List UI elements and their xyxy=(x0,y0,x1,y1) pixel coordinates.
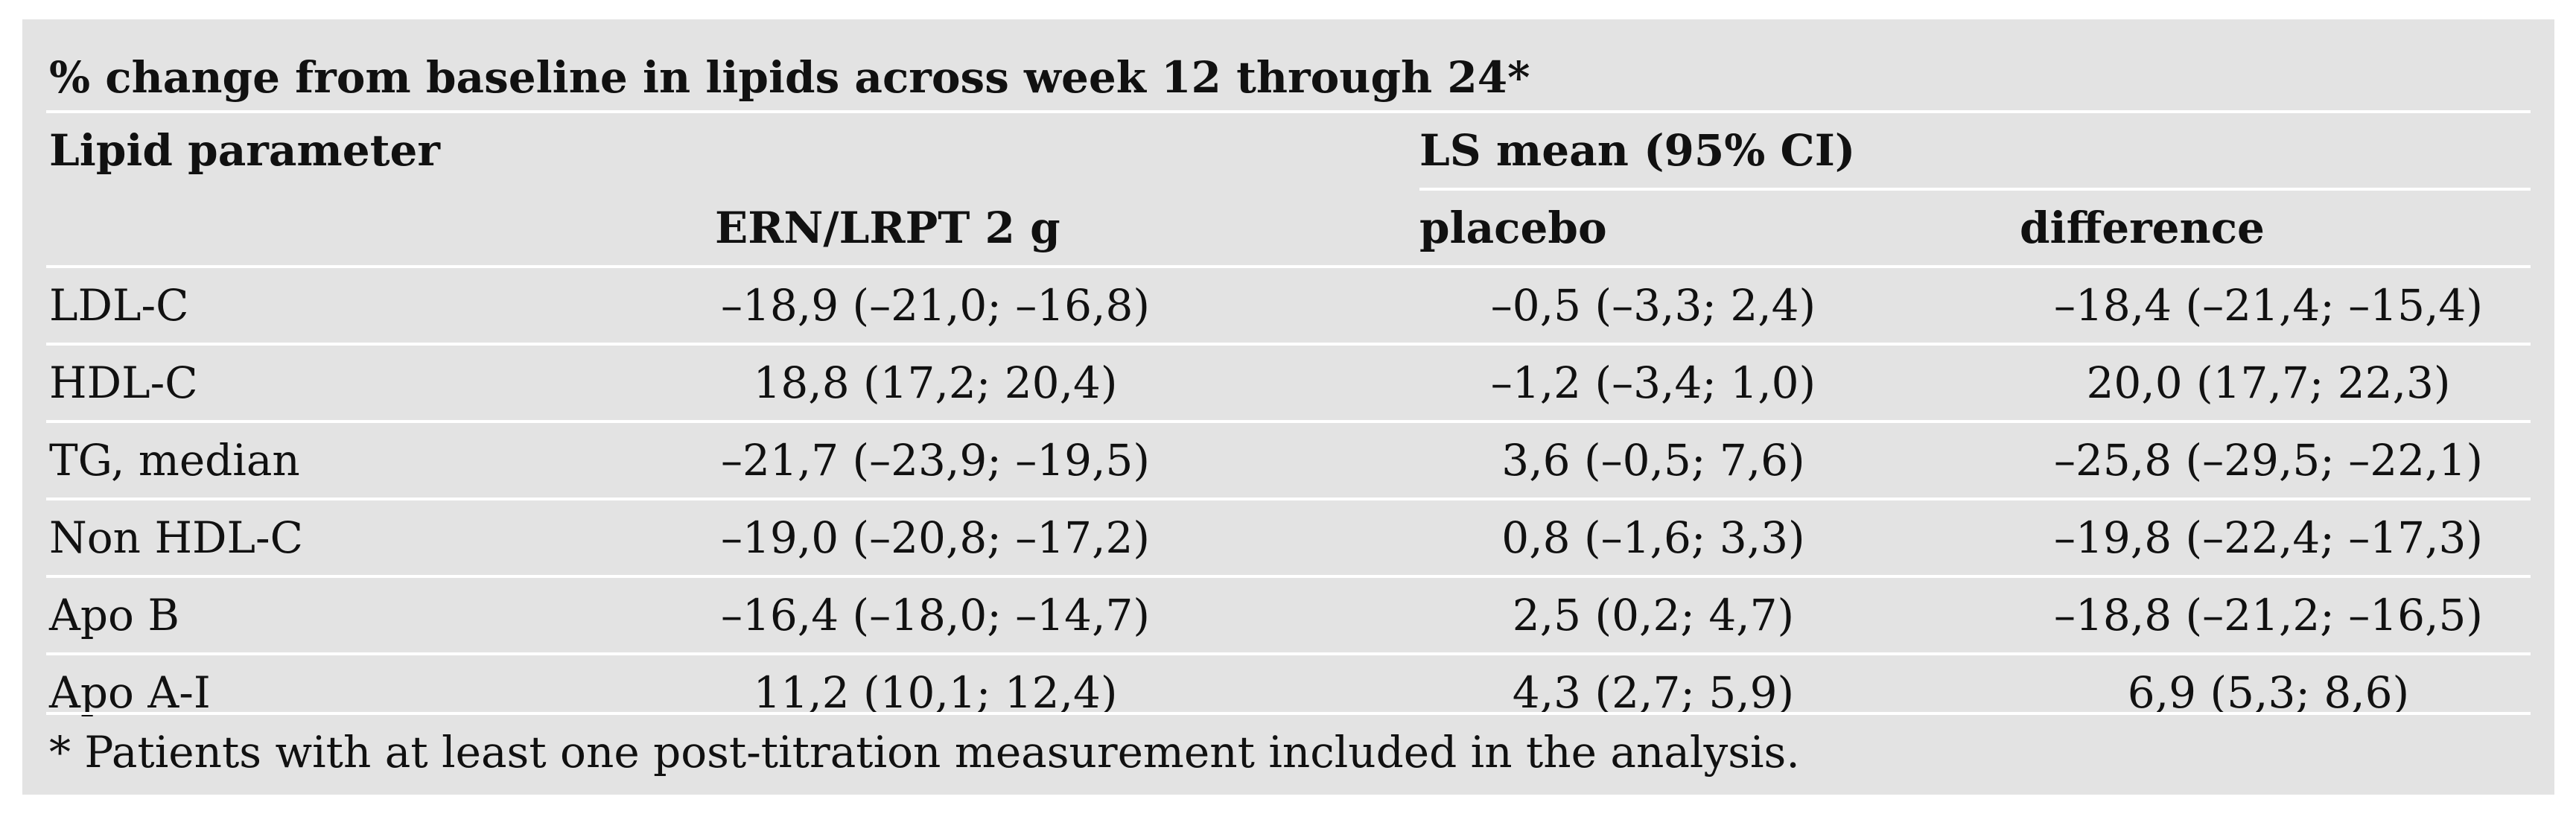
row-ern-value: –21,7 (–23,9; –19,5) xyxy=(720,435,1151,486)
row-placebo-value: –1,2 (–3,4; 1,0) xyxy=(1490,357,1816,408)
table-row: Non HDL-C –19,0 (–20,8; –17,2) 0,8 (–1,6… xyxy=(22,500,2554,575)
row-divider xyxy=(46,497,2531,500)
row-difference-value: 20,0 (17,7; 22,3) xyxy=(2086,357,2451,408)
row-difference-value: 6,9 (5,3; 8,6) xyxy=(2127,667,2410,718)
table-row: TG, median –21,7 (–23,9; –19,5) 3,6 (–0,… xyxy=(22,423,2554,497)
row-placebo-value: 0,8 (–1,6; 3,3) xyxy=(1501,512,1805,563)
row-ern-value: –18,9 (–21,0; –16,8) xyxy=(720,280,1151,331)
row-param: TG, median xyxy=(49,435,300,486)
header-row-1: Lipid parameter LS mean (95% CI) xyxy=(22,113,2554,188)
row-divider xyxy=(46,575,2531,578)
row-divider xyxy=(46,420,2531,423)
header-ern: ERN/LRPT 2 g xyxy=(715,203,1060,253)
table-row: LDL-C –18,9 (–21,0; –16,8) –0,5 (–3,3; 2… xyxy=(22,268,2554,343)
row-divider xyxy=(46,343,2531,346)
rule-under-title xyxy=(46,110,2531,113)
row-param: LDL-C xyxy=(49,280,189,331)
row-difference-value: –18,8 (–21,2; –16,5) xyxy=(2053,590,2484,640)
header-lipid-parameter: Lipid parameter xyxy=(49,125,440,176)
table-row: Apo B –16,4 (–18,0; –14,7) 2,5 (0,2; 4,7… xyxy=(22,578,2554,652)
row-divider xyxy=(46,652,2531,655)
row-param: Non HDL-C xyxy=(49,512,304,563)
header-placebo: placebo xyxy=(1419,203,1607,253)
row-difference-value: –25,8 (–29,5; –22,1) xyxy=(2053,435,2484,486)
row-param: Apo B xyxy=(49,590,179,640)
row-param: Apo A-I xyxy=(49,667,211,718)
row-ern-value: 11,2 (10,1; 12,4) xyxy=(753,667,1118,718)
row-param: HDL-C xyxy=(49,357,198,408)
row-ern-value: –16,4 (–18,0; –14,7) xyxy=(720,590,1151,640)
header-row-2: ERN/LRPT 2 g placebo difference xyxy=(22,191,2554,265)
row-difference-value: –18,4 (–21,4; –15,4) xyxy=(2053,280,2484,331)
row-placebo-value: –0,5 (–3,3; 2,4) xyxy=(1490,280,1816,331)
header-ls-mean: LS mean (95% CI) xyxy=(1419,125,1856,176)
table-title: % change from baseline in lipids across … xyxy=(49,52,1530,103)
rule-above-footnote xyxy=(46,712,2531,715)
row-placebo-value: 2,5 (0,2; 4,7) xyxy=(1512,590,1795,640)
row-ern-value: –19,0 (–20,8; –17,2) xyxy=(720,512,1151,563)
row-difference-value: –19,8 (–22,4; –17,3) xyxy=(2053,512,2484,563)
table-footnote: * Patients with at least one post-titrat… xyxy=(49,727,1800,778)
rule-under-group-header xyxy=(1419,188,2531,191)
row-ern-value: 18,8 (17,2; 20,4) xyxy=(753,357,1118,408)
table-row: Apo A-I 11,2 (10,1; 12,4) 4,3 (2,7; 5,9)… xyxy=(22,655,2554,730)
rule-under-header xyxy=(46,265,2531,268)
header-difference: difference xyxy=(2020,203,2265,253)
row-placebo-value: 3,6 (–0,5; 7,6) xyxy=(1501,435,1805,486)
row-placebo-value: 4,3 (2,7; 5,9) xyxy=(1512,667,1795,718)
table-row: HDL-C 18,8 (17,2; 20,4) –1,2 (–3,4; 1,0)… xyxy=(22,346,2554,420)
lipid-table-panel: % change from baseline in lipids across … xyxy=(22,19,2554,795)
